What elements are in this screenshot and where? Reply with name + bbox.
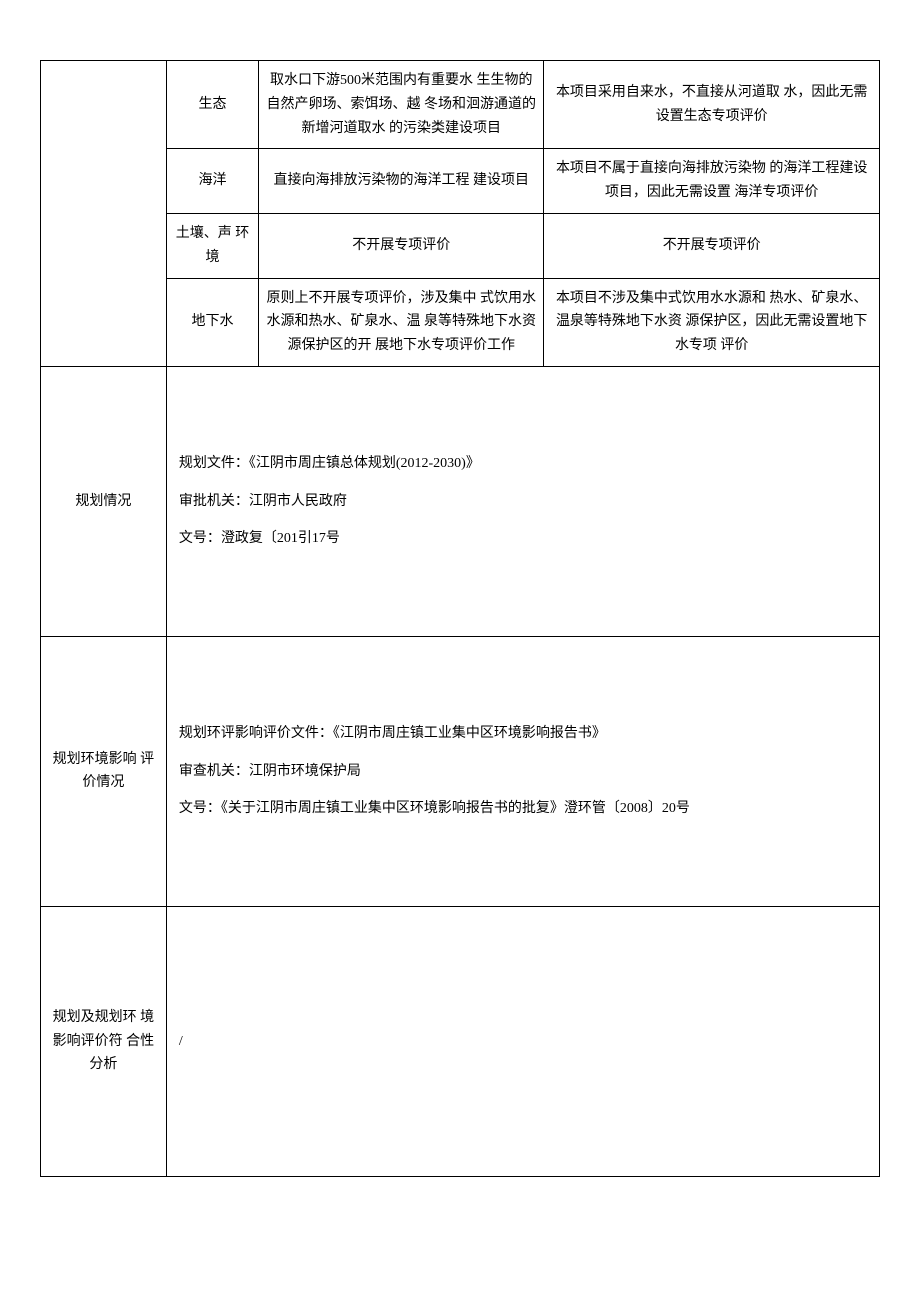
table-row-planning-env: 规划环境影响 评价情况 规划环评影响评价文件：《江阴市周庄镇工业集中区环境影响报…	[41, 636, 880, 906]
planning-env-line: 规划环评影响评价文件：《江阴市周庄镇工业集中区环境影响报告书》	[179, 722, 867, 746]
table-row: 地下水 原则上不开展专项评价，涉及集中 式饮用水水源和热水、矿泉水、温 泉等特殊…	[41, 278, 880, 366]
cell-criteria: 不开展专项评价	[259, 213, 544, 278]
cell-conclusion: 本项目不属于直接向海排放污染物 的海洋工程建设项目，因此无需设置 海洋专项评价	[544, 149, 880, 214]
planning-env-line: 审查机关：江阴市环境保护局	[179, 760, 867, 784]
cell-category: 土壤、声 环境	[166, 213, 258, 278]
cell-conclusion: 不开展专项评价	[544, 213, 880, 278]
cell-criteria: 取水口下游500米范围内有重要水 生生物的自然产卵场、索饵场、越 冬场和洄游通道…	[259, 61, 544, 149]
planning-line: 文号：澄政复〔201引17号	[179, 527, 867, 551]
cell-criteria: 原则上不开展专项评价，涉及集中 式饮用水水源和热水、矿泉水、温 泉等特殊地下水资…	[259, 278, 544, 366]
cell-criteria: 直接向海排放污染物的海洋工程 建设项目	[259, 149, 544, 214]
table-row: 生态 取水口下游500米范围内有重要水 生生物的自然产卵场、索饵场、越 冬场和洄…	[41, 61, 880, 149]
planning-env-line: 文号：《关于江阴市周庄镇工业集中区环境影响报告书的批复》澄环管〔2008〕20号	[179, 797, 867, 821]
table-row-conformity: 规划及规划环 境影响评价符 合性分析 /	[41, 906, 880, 1176]
cell-label: 规划情况	[41, 366, 167, 636]
planning-line: 规划文件：《江阴市周庄镇总体规划(2012-2030)》	[179, 452, 867, 476]
cell-conclusion: 本项目不涉及集中式饮用水水源和 热水、矿泉水、温泉等特殊地下水资 源保护区，因此…	[544, 278, 880, 366]
cell-category: 海洋	[166, 149, 258, 214]
cell-planning-env-content: 规划环评影响评价文件：《江阴市周庄镇工业集中区环境影响报告书》 审查机关：江阴市…	[166, 636, 879, 906]
cell-label: 规划环境影响 评价情况	[41, 636, 167, 906]
cell-label: 规划及规划环 境影响评价符 合性分析	[41, 906, 167, 1176]
table-row-planning: 规划情况 规划文件：《江阴市周庄镇总体规划(2012-2030)》 审批机关：江…	[41, 366, 880, 636]
cell-category: 生态	[166, 61, 258, 149]
cell-planning-content: 规划文件：《江阴市周庄镇总体规划(2012-2030)》 审批机关：江阴市人民政…	[166, 366, 879, 636]
cell-conformity-content: /	[166, 906, 879, 1176]
planning-line: 审批机关：江阴市人民政府	[179, 490, 867, 514]
cell-category: 地下水	[166, 278, 258, 366]
document-table: 生态 取水口下游500米范围内有重要水 生生物的自然产卵场、索饵场、越 冬场和洄…	[40, 60, 880, 1177]
cell-blank	[41, 61, 167, 367]
cell-conclusion: 本项目采用自来水，不直接从河道取 水，因此无需设置生态专项评价	[544, 61, 880, 149]
table-row: 海洋 直接向海排放污染物的海洋工程 建设项目 本项目不属于直接向海排放污染物 的…	[41, 149, 880, 214]
table-row: 土壤、声 环境 不开展专项评价 不开展专项评价	[41, 213, 880, 278]
